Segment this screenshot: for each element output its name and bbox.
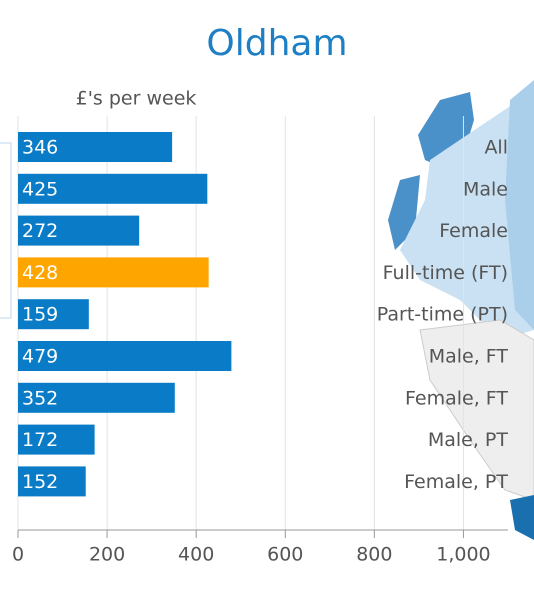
category-label: Female, FT — [405, 387, 508, 409]
bar — [18, 257, 209, 288]
value-label: 272 — [22, 220, 58, 242]
bar — [18, 215, 140, 246]
map-region — [400, 90, 534, 340]
map-region — [419, 319, 534, 501]
value-label: 159 — [22, 304, 58, 326]
bar — [18, 382, 175, 413]
x-tick-label: 600 — [267, 544, 303, 566]
axis-label: £'s per week — [76, 88, 197, 110]
bar — [18, 299, 89, 330]
x-tick-label: 0 — [12, 544, 24, 566]
x-tick-label: 1,000 — [436, 544, 490, 566]
value-label: 346 — [22, 137, 58, 159]
category-label: Female, PT — [404, 471, 508, 493]
category-label: Male — [463, 178, 508, 200]
value-label: 425 — [22, 178, 58, 200]
map-panel — [0, 142, 12, 319]
category-label: Male, PT — [428, 429, 509, 451]
map-region — [505, 80, 534, 330]
x-tick-label: 200 — [89, 544, 125, 566]
bar — [18, 173, 208, 204]
bar — [18, 341, 232, 371]
x-tick-label: 400 — [178, 544, 214, 566]
value-label: 152 — [22, 471, 58, 493]
value-label: 172 — [22, 429, 58, 451]
value-label: 479 — [22, 346, 58, 368]
bar — [18, 132, 173, 162]
x-tick-label: 800 — [356, 544, 392, 566]
value-label: 428 — [22, 262, 58, 284]
bar — [18, 466, 86, 497]
map-region — [510, 495, 534, 540]
category-label: Part-time (PT) — [377, 304, 508, 326]
background-map — [0, 80, 534, 540]
chart-title: Oldham — [206, 23, 347, 64]
category-label: All — [484, 137, 508, 159]
value-label: 352 — [22, 387, 58, 409]
category-label: Female — [439, 220, 508, 242]
category-label: Male, FT — [429, 346, 509, 368]
bar — [18, 424, 95, 455]
category-label: Full-time (FT) — [383, 262, 508, 284]
